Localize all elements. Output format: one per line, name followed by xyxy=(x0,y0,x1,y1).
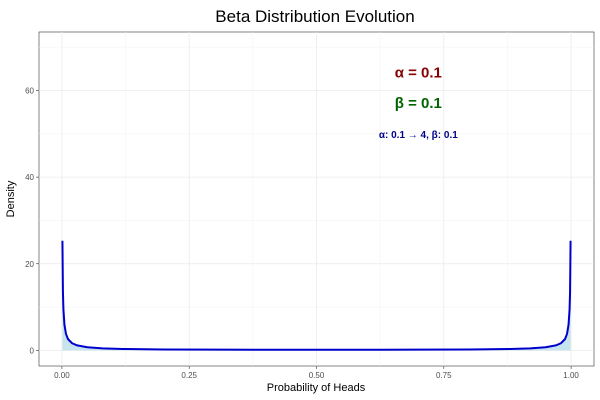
series-layer xyxy=(61,240,572,351)
x-tick-label: 0.25 xyxy=(181,371,197,380)
annotation-layer: α = 0.1 β = 0.1 α: 0.1 → 4, β: 0.1 xyxy=(379,64,458,141)
y-tick-label: 0 xyxy=(30,346,35,355)
y-axis-ticks: 0 20 40 60 xyxy=(25,86,39,355)
y-axis-title: Density xyxy=(5,180,17,217)
annotation-label: β = 0.1 xyxy=(395,95,442,112)
annotation-label: α: 0.1 → 4, β: 0.1 xyxy=(379,130,458,141)
y-tick-label: 60 xyxy=(25,86,34,95)
y-tick-label: 40 xyxy=(25,173,34,182)
x-tick-label: 0.50 xyxy=(309,371,325,380)
chart-title: Beta Distribution Evolution xyxy=(215,7,414,26)
x-axis-ticks: 0.00 0.25 0.50 0.75 1.00 xyxy=(54,366,579,380)
density-line xyxy=(61,240,572,351)
x-tick-label: 0.00 xyxy=(54,371,70,380)
grid-major xyxy=(39,32,594,366)
annotation-label: α = 0.1 xyxy=(395,64,442,81)
x-tick-label: 1.00 xyxy=(563,371,579,380)
y-tick-label: 20 xyxy=(25,260,34,269)
x-axis-title: Probability of Heads xyxy=(267,382,366,394)
x-tick-label: 0.75 xyxy=(436,371,452,380)
